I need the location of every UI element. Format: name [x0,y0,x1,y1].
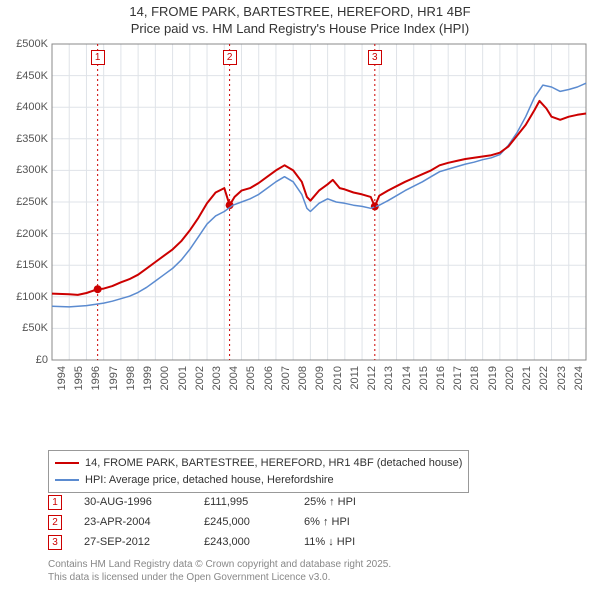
x-tick-label: 2015 [418,366,430,390]
y-tick-label: £200K [10,228,48,240]
chart-area: £0 £50K £100K £150K £200K £250K £300K £350K £400… [10,40,590,410]
x-tick-label: 2007 [280,366,292,390]
transaction-date: 27-SEP-2012 [84,536,204,548]
x-tick-label: 1995 [73,366,85,390]
y-tick-label: £400K [10,101,48,113]
x-tick-label: 1997 [108,366,120,390]
x-tick-label: 2017 [452,366,464,390]
transaction-marker: 3 [368,50,382,65]
x-tick-label: 2023 [556,366,568,390]
transaction-price: £243,000 [204,536,304,548]
x-tick-label: 2019 [487,366,499,390]
y-tick-label: £450K [10,70,48,82]
x-tick-label: 2022 [538,366,550,390]
legend-label: HPI: Average price, detached house, Here… [85,472,334,489]
x-tick-label: 2009 [314,366,326,390]
chart-svg [10,40,590,410]
footnote-line-1: Contains HM Land Registry data © Crown c… [48,559,391,572]
transaction-price: £245,000 [204,516,304,528]
chart-title: 14, FROME PARK, BARTESTREE, HEREFORD, HR… [0,0,600,38]
x-tick-label: 2010 [332,366,344,390]
transaction-date: 23-APR-2004 [84,516,204,528]
y-tick-label: £500K [10,38,48,50]
legend: 14, FROME PARK, BARTESTREE, HEREFORD, HR… [48,450,469,493]
chart-container: 14, FROME PARK, BARTESTREE, HEREFORD, HR… [0,0,600,590]
legend-swatch [55,462,79,464]
x-tick-label: 2014 [401,366,413,390]
transaction-vs-hpi: 25% ↑ HPI [304,496,404,508]
y-tick-label: £300K [10,164,48,176]
transaction-marker: 1 [91,50,105,65]
y-tick-label: £100K [10,291,48,303]
transaction-index: 3 [48,535,62,550]
legend-label: 14, FROME PARK, BARTESTREE, HEREFORD, HR… [85,455,462,472]
x-tick-label: 2002 [194,366,206,390]
transaction-date: 30-AUG-1996 [84,496,204,508]
x-tick-label: 2013 [383,366,395,390]
x-tick-label: 2012 [366,366,378,390]
transaction-row: 1 30-AUG-1996£111,99525% ↑ HPI [48,492,404,512]
legend-item: HPI: Average price, detached house, Here… [55,472,462,489]
footnote-line-2: This data is licensed under the Open Gov… [48,572,391,585]
transaction-table: 1 30-AUG-1996£111,99525% ↑ HPI 2 23-APR-200… [48,492,404,552]
x-tick-label: 2021 [521,366,533,390]
title-line-2: Price paid vs. HM Land Registry's House … [0,21,600,38]
transaction-row: 3 27-SEP-2012£243,00011% ↓ HPI [48,532,404,552]
transaction-marker: 2 [223,50,237,65]
x-tick-label: 2000 [159,366,171,390]
y-tick-label: £250K [10,196,48,208]
transaction-vs-hpi: 11% ↓ HPI [304,536,404,548]
y-tick-label: £0 [10,354,48,366]
transaction-vs-hpi: 6% ↑ HPI [304,516,404,528]
transaction-index: 2 [48,515,62,530]
title-line-1: 14, FROME PARK, BARTESTREE, HEREFORD, HR… [0,4,600,21]
x-tick-label: 2016 [435,366,447,390]
y-tick-label: £350K [10,133,48,145]
legend-swatch [55,479,79,481]
transaction-price: £111,995 [204,496,304,508]
x-tick-label: 2018 [469,366,481,390]
legend-item: 14, FROME PARK, BARTESTREE, HEREFORD, HR… [55,455,462,472]
x-tick-label: 2004 [228,366,240,390]
x-tick-label: 2003 [211,366,223,390]
footnote: Contains HM Land Registry data © Crown c… [48,559,391,584]
y-tick-label: £50K [10,322,48,334]
y-tick-label: £150K [10,259,48,271]
x-tick-label: 1994 [56,366,68,390]
x-tick-label: 2020 [504,366,516,390]
x-tick-label: 2005 [245,366,257,390]
transaction-row: 2 23-APR-2004£245,0006% ↑ HPI [48,512,404,532]
x-tick-label: 2001 [177,366,189,390]
x-tick-label: 2011 [349,366,361,390]
x-tick-label: 2006 [263,366,275,390]
transaction-index: 1 [48,495,62,510]
x-tick-label: 2024 [573,366,585,390]
x-tick-label: 1998 [125,366,137,390]
x-tick-label: 1996 [90,366,102,390]
x-tick-label: 2008 [297,366,309,390]
x-tick-label: 1999 [142,366,154,390]
